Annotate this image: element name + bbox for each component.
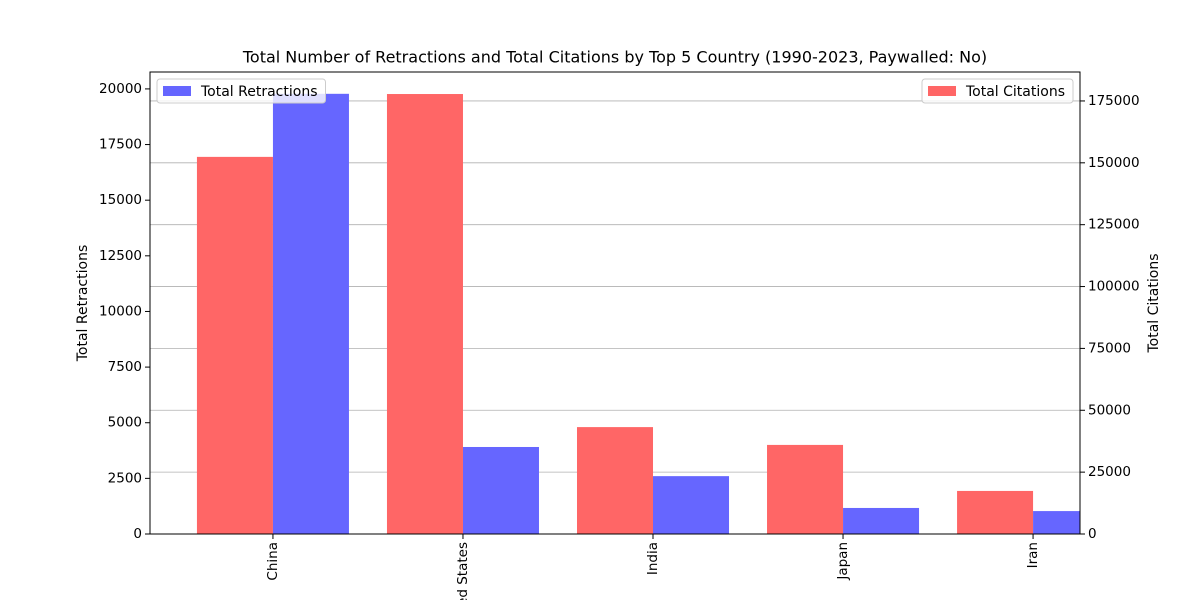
y-tick-label: 12500 [99,248,142,264]
y-tick-label: 20000 [99,81,142,97]
bar [1033,511,1080,534]
y-axis-label: Total Retractions [75,245,91,363]
bar [767,444,844,534]
x-tick-label: United States [455,542,471,600]
bar [576,427,654,534]
y2-tick-label: 50000 [1088,402,1131,418]
legend-box [156,78,326,104]
legend-label: Total Citations [965,84,1065,100]
y2-tick-label: 0 [1088,526,1097,542]
y-tick-label: 2500 [108,470,142,486]
y2-tick-label: 100000 [1088,279,1140,295]
y2-tick-label: 150000 [1088,155,1140,171]
bar [843,507,920,534]
x-tick-label: India [645,542,661,575]
y-tick-label: 5000 [108,415,142,431]
y2-tick-label: 75000 [1088,340,1131,356]
chart-title: Total Number of Retractions and Total Ci… [242,48,987,67]
plot-frame [149,71,1081,535]
bar [462,446,539,534]
legend-box [921,78,1074,104]
bar [957,490,1034,534]
y2-tick-label: 175000 [1088,93,1140,109]
y2-tick-label: 125000 [1088,217,1140,233]
bar [653,476,730,534]
y-tick-label: 7500 [108,359,142,375]
y-tick-label: 17500 [99,137,142,153]
legend-swatch [163,86,191,96]
legend-label: Total Retractions [200,84,318,100]
y2-axis-label: Total Citations [1146,254,1162,354]
x-tick-label: China [265,542,281,581]
bar [196,156,273,534]
x-tick-label: Iran [1025,542,1041,568]
legend-swatch [928,86,956,96]
bar [386,94,463,534]
y2-tick-label: 25000 [1088,464,1131,480]
x-tick-label: Japan [835,542,851,581]
y-tick-label: 10000 [99,303,142,319]
y-tick-label: 15000 [99,192,142,208]
y-tick-label: 0 [133,526,142,542]
bar [272,93,349,534]
